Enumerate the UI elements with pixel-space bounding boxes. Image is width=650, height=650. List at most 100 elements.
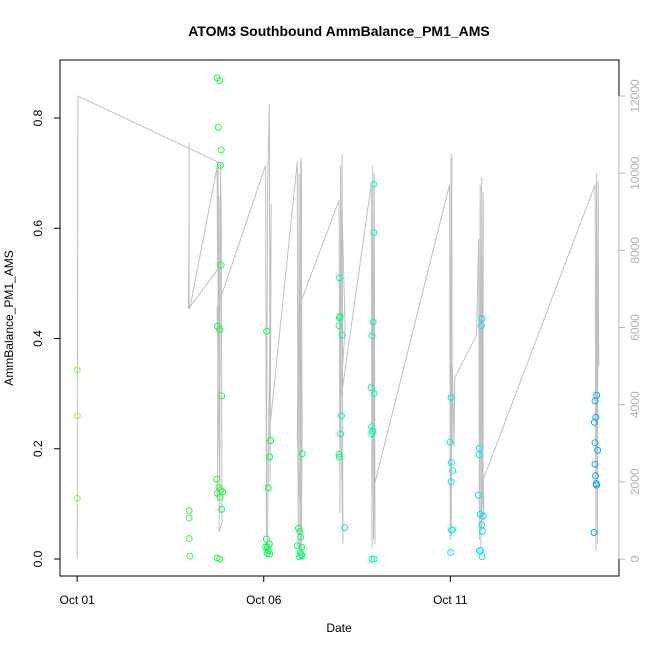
- data-point: [341, 524, 349, 532]
- data-point: [475, 547, 483, 555]
- data-point: [370, 180, 378, 188]
- y2-axis: 0 2000 4000 6000 8000 10000 12000: [618, 79, 642, 562]
- y-tick-label: 0.0: [31, 550, 45, 567]
- data-point: [592, 413, 600, 421]
- y-axis: 0.0 0.2 0.4 0.6 0.8: [31, 109, 61, 567]
- data-point: [474, 491, 482, 499]
- x-axis-label: Date: [326, 621, 352, 635]
- data-point: [477, 322, 485, 330]
- data-point: [368, 332, 376, 340]
- data-point: [337, 412, 345, 420]
- data-point: [73, 412, 81, 420]
- data-point: [593, 481, 601, 489]
- x-axis: Oct 01 Oct 06 Oct 11: [59, 575, 468, 607]
- data-point: [263, 550, 271, 557]
- y-tick-label: 0.8: [31, 109, 45, 126]
- y-axis-label: AmmBalance_PM1_AMS: [2, 250, 16, 385]
- data-point: [478, 521, 486, 529]
- data-point: [297, 533, 305, 541]
- data-point: [447, 526, 455, 534]
- data-point: [218, 505, 226, 513]
- data-point: [590, 418, 598, 426]
- data-point: [447, 394, 455, 401]
- data-point: [475, 444, 483, 452]
- data-point: [594, 446, 602, 454]
- y2-tick-label: 4000: [628, 391, 642, 418]
- data-point: [368, 423, 376, 431]
- data-point: [478, 553, 486, 561]
- data-point: [369, 427, 377, 435]
- data-point: [337, 430, 345, 438]
- data-point: [335, 322, 343, 330]
- data-point: [367, 384, 375, 392]
- data-point: [369, 318, 377, 326]
- x-tick-label: Oct 06: [246, 593, 282, 607]
- data-point: [217, 146, 225, 154]
- data-point: [218, 392, 226, 400]
- data-point: [216, 77, 224, 84]
- data-point: [447, 548, 455, 556]
- data-point: [336, 313, 344, 320]
- chart-title: ATOM3 Southbound AmmBalance_PM1_AMS: [188, 23, 490, 39]
- data-point: [368, 555, 376, 563]
- data-point: [298, 450, 306, 458]
- data-point: [266, 453, 274, 461]
- data-point: [214, 123, 222, 131]
- data-point: [73, 494, 81, 502]
- data-point: [478, 527, 486, 535]
- data-point: [370, 229, 378, 237]
- y2-tick-label: 8000: [628, 237, 642, 264]
- data-point: [591, 439, 599, 447]
- y-tick-label: 0.6: [31, 220, 45, 237]
- data-point: [185, 535, 193, 543]
- data-point: [298, 543, 306, 551]
- data-point: [336, 274, 343, 282]
- series-line: [76, 95, 600, 560]
- data-point: [185, 507, 193, 514]
- points-group: [73, 74, 602, 563]
- data-point: [591, 397, 599, 405]
- data-point: [295, 524, 302, 532]
- x-tick-label: Oct 11: [433, 593, 468, 607]
- series-line-group: [76, 95, 600, 560]
- data-point: [267, 437, 274, 444]
- data-point: [217, 161, 224, 169]
- y2-tick-label: 12000: [628, 79, 642, 113]
- data-point: [475, 451, 483, 459]
- y-tick-label: 0.4: [31, 330, 45, 347]
- data-point: [264, 484, 272, 492]
- data-point: [216, 493, 224, 501]
- data-point: [266, 550, 274, 558]
- data-point: [335, 450, 343, 458]
- y2-tick-label: 0: [628, 555, 642, 562]
- x-tick-label: Oct 01: [59, 593, 95, 607]
- data-point: [478, 315, 486, 323]
- data-point: [213, 475, 221, 483]
- data-point: [447, 459, 455, 466]
- data-point: [185, 514, 193, 522]
- data-point: [293, 542, 301, 550]
- data-point: [368, 430, 376, 438]
- data-point: [217, 261, 225, 269]
- data-point: [73, 366, 81, 374]
- data-point: [370, 555, 378, 563]
- y2-tick-label: 10000: [628, 156, 642, 190]
- data-point: [338, 331, 346, 339]
- y2-tick-label: 2000: [628, 468, 642, 495]
- data-point: [336, 453, 343, 461]
- data-point: [446, 438, 454, 446]
- data-point: [186, 552, 194, 560]
- y-tick-label: 0.2: [31, 440, 45, 457]
- data-point: [296, 553, 304, 561]
- data-point: [592, 472, 599, 480]
- data-point: [370, 390, 378, 398]
- data-point: [336, 314, 343, 322]
- y2-tick-label: 6000: [628, 314, 642, 341]
- data-point: [263, 327, 271, 335]
- data-point: [590, 529, 598, 536]
- data-point: [216, 326, 224, 334]
- data-point: [264, 543, 271, 551]
- data-point: [216, 555, 224, 563]
- data-point: [449, 467, 457, 475]
